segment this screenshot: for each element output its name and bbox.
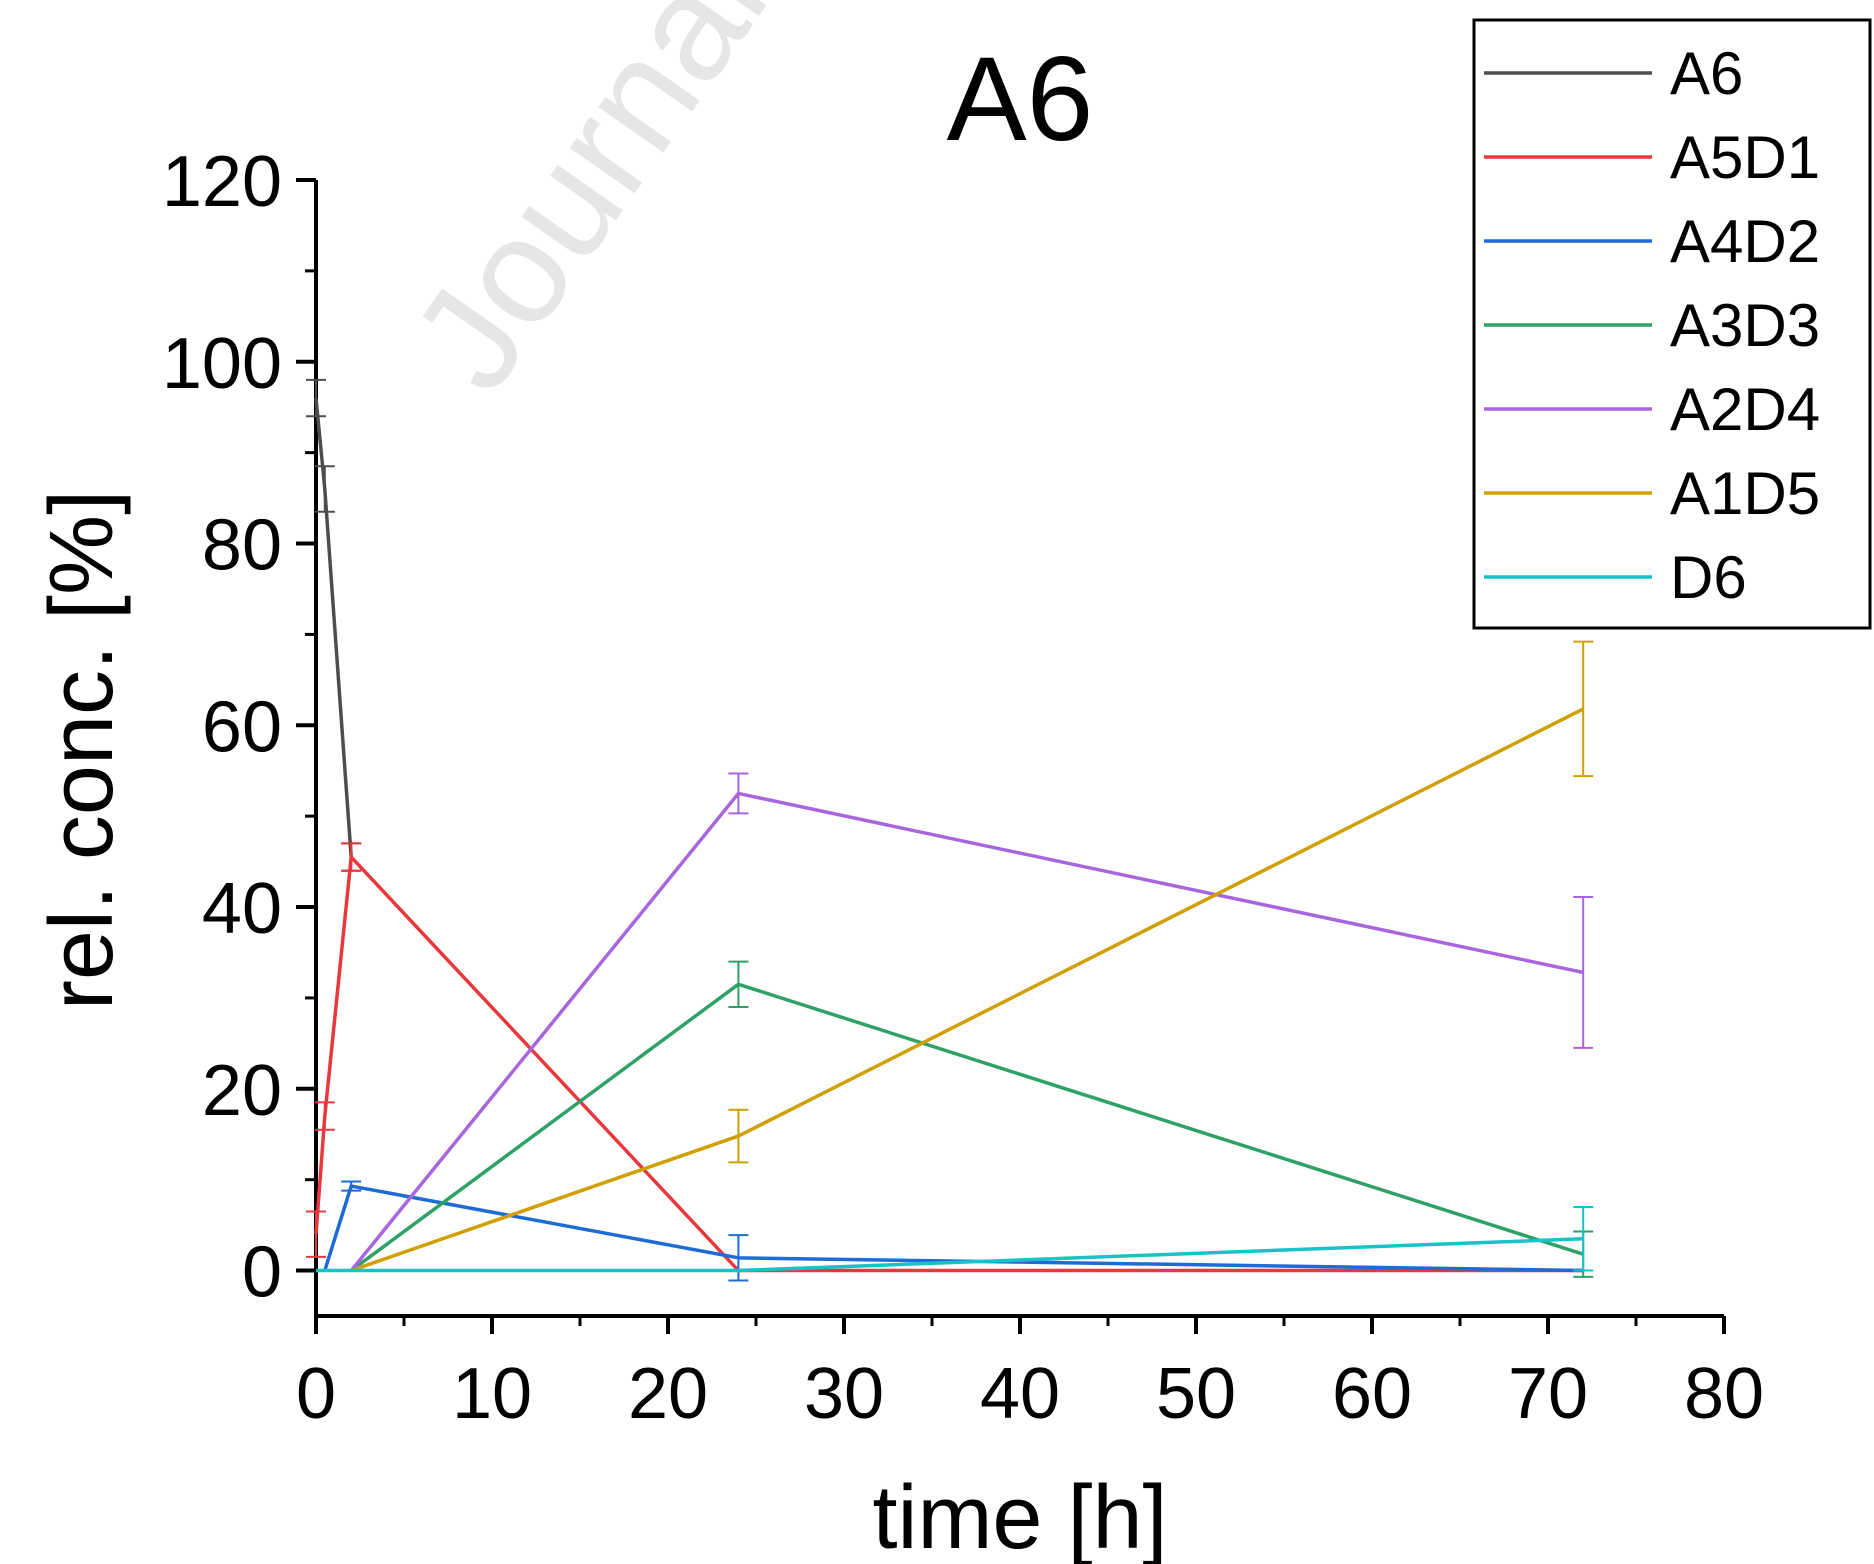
y-tick-label: 100 xyxy=(162,324,282,404)
x-tick-label: 40 xyxy=(980,1354,1060,1434)
legend-items: A6 A5D1 A4D2 A3D3 A2D4 A1D5 D6 xyxy=(1484,40,1820,611)
series-D6 xyxy=(315,1205,1594,1273)
legend-label: A4D2 xyxy=(1670,208,1820,275)
series-A1D5 xyxy=(350,640,1594,1273)
series-line xyxy=(349,791,1584,1272)
series-A5D1 xyxy=(306,842,1584,1273)
chart-title: A6 xyxy=(947,32,1094,166)
x-axis-title: time [h] xyxy=(872,1468,1167,1564)
y-tick-label: 0 xyxy=(242,1233,282,1313)
x-tick-label: 20 xyxy=(628,1354,708,1434)
legend-label: A1D5 xyxy=(1670,460,1820,527)
series-line xyxy=(314,855,1584,1273)
legend-label: A6 xyxy=(1670,40,1743,107)
series-A4D2 xyxy=(323,1180,1584,1282)
x-tick-label: 70 xyxy=(1508,1354,1588,1434)
watermark-text: Journal xyxy=(379,0,799,418)
x-tick-label: 30 xyxy=(804,1354,884,1434)
y-tick-label: 40 xyxy=(202,869,282,949)
series-line xyxy=(350,707,1584,1273)
series-A2D4 xyxy=(349,772,1594,1272)
legend-label: D6 xyxy=(1670,544,1747,611)
y-axis-title: rel. conc. [%] xyxy=(32,490,132,1010)
data-series xyxy=(306,378,1594,1282)
legend-label: A2D4 xyxy=(1670,376,1820,443)
axis-ticks: 0 10 20 30 40 50 60 70 80 0 20 40 60 80 100 120 xyxy=(162,142,1764,1434)
x-tick-label: 80 xyxy=(1684,1354,1764,1434)
y-tick-label: 80 xyxy=(202,506,282,586)
legend-label: A5D1 xyxy=(1670,124,1820,191)
legend-label: A3D3 xyxy=(1670,292,1820,359)
y-tick-label: 60 xyxy=(202,687,282,767)
x-tick-label: 10 xyxy=(452,1354,532,1434)
x-tick-label: 60 xyxy=(1332,1354,1412,1434)
series-line xyxy=(323,1184,1584,1273)
y-tick-label: 20 xyxy=(202,1051,282,1131)
series-line xyxy=(350,982,1584,1272)
series-line xyxy=(316,1237,1584,1273)
x-tick-label: 0 xyxy=(296,1354,336,1434)
y-tick-label: 120 xyxy=(162,142,282,222)
series-A3D3 xyxy=(350,960,1594,1278)
legend: A6 A5D1 A4D2 A3D3 A2D4 A1D5 D6 xyxy=(1472,18,1872,630)
x-tick-label: 50 xyxy=(1156,1354,1236,1434)
